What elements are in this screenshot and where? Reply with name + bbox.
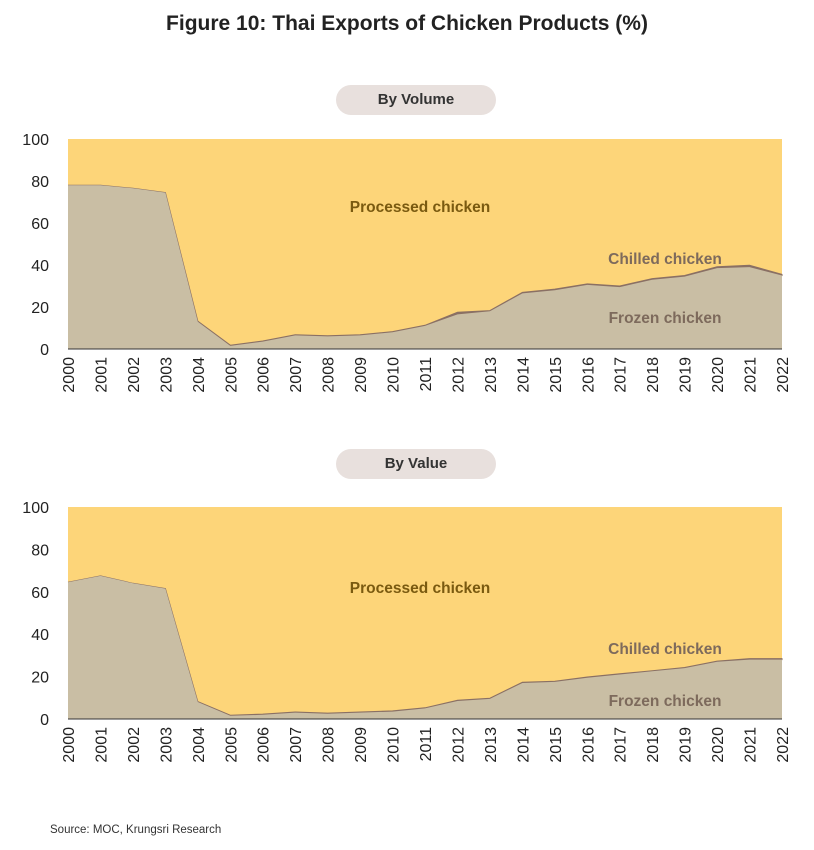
x-tick-label: 2001	[93, 727, 110, 763]
x-tick-label: 2016	[580, 357, 597, 393]
x-tick-label: 2000	[61, 727, 78, 763]
frozen-chicken-area	[68, 185, 782, 349]
y-tick-label: 0	[40, 712, 49, 729]
x-tick-label: 2008	[321, 727, 338, 763]
x-tick-label: 2005	[223, 357, 240, 393]
x-tick-label: 2015	[548, 357, 565, 393]
x-tick-label: 2009	[353, 727, 370, 763]
x-tick-label: 2004	[191, 357, 208, 393]
x-tick-label: 2006	[256, 727, 273, 763]
x-tick-label: 2017	[613, 727, 630, 763]
x-tick-label: 2012	[450, 727, 467, 763]
x-tick-label: 2022	[775, 727, 792, 763]
y-tick-label: 20	[31, 300, 49, 317]
x-tick-label: 2013	[483, 727, 500, 763]
annotation-frozen-chicken: Frozen chicken	[609, 310, 722, 327]
figure-title: Figure 10: Thai Exports of Chicken Produ…	[166, 12, 648, 35]
y-tick-label: 100	[22, 500, 49, 517]
x-tick-label: 2018	[645, 727, 662, 763]
x-tick-label: 2010	[386, 357, 403, 393]
x-tick-label: 2003	[158, 357, 175, 393]
x-tick-label: 2020	[710, 727, 727, 763]
y-tick-label: 100	[22, 132, 49, 149]
y-tick-label: 20	[31, 670, 49, 687]
chart-title-volume: By Volume	[336, 85, 496, 115]
x-tick-label: 2014	[515, 727, 532, 763]
x-tick-label: 2019	[678, 357, 695, 393]
x-tick-label: 2022	[775, 357, 792, 393]
annotation-chilled-chicken: Chilled chicken	[608, 251, 722, 268]
x-tick-label: 2019	[678, 727, 695, 763]
x-tick-label: 2017	[613, 357, 630, 393]
x-tick-label: 2009	[353, 357, 370, 393]
annotation-processed-chicken: Processed chicken	[350, 199, 490, 216]
processed-chicken-area	[68, 507, 782, 716]
y-tick-label: 60	[31, 216, 49, 233]
processed-chicken-area	[68, 139, 782, 346]
x-tick-label: 2021	[743, 357, 760, 393]
annotation-chilled-chicken: Chilled chicken	[608, 641, 722, 658]
x-tick-label: 2004	[191, 727, 208, 763]
x-tick-label: 2007	[288, 727, 305, 763]
volume-area-chart: 0 20 40 60 80 100 2000 2001 2002 2003 2004 2005 2006…	[22, 132, 792, 393]
x-tick-label: 2021	[743, 727, 760, 763]
x-tick-label: 2008	[321, 357, 338, 393]
annotation-frozen-chicken: Frozen chicken	[609, 693, 722, 710]
x-tick-label: 2011	[418, 357, 435, 392]
x-tick-label: 2018	[645, 357, 662, 393]
y-tick-label: 0	[40, 342, 49, 359]
chart-title-value: By Value	[336, 449, 496, 479]
x-tick-label: 2010	[386, 727, 403, 763]
x-tick-label: 2006	[256, 357, 273, 393]
annotation-processed-chicken: Processed chicken	[350, 580, 490, 597]
x-tick-label: 2001	[93, 357, 110, 393]
x-tick-label: 2011	[418, 727, 435, 762]
y-tick-label: 80	[31, 174, 49, 191]
x-tick-label: 2020	[710, 357, 727, 393]
x-tick-label: 2002	[126, 357, 143, 393]
x-tick-label: 2013	[483, 357, 500, 393]
x-tick-label: 2015	[548, 727, 565, 763]
source-note: Source: MOC, Krungsri Research	[50, 824, 222, 836]
x-tick-label: 2002	[126, 727, 143, 763]
y-tick-label: 40	[31, 627, 49, 644]
frozen-chicken-area	[68, 575, 782, 719]
x-tick-label: 2007	[288, 357, 305, 393]
x-tick-label: 2012	[450, 357, 467, 393]
y-tick-label: 80	[31, 542, 49, 559]
x-tick-label: 2016	[580, 727, 597, 763]
x-tick-label: 2014	[515, 357, 532, 393]
x-tick-label: 2005	[223, 727, 240, 763]
y-tick-label: 60	[31, 585, 49, 602]
x-tick-label: 2003	[158, 727, 175, 763]
y-tick-label: 40	[31, 258, 49, 275]
value-area-chart: 0 20 40 60 80 100 2000 2001 2002 2003 2004 2005 2006…	[22, 500, 792, 763]
x-tick-label: 2000	[61, 357, 78, 393]
